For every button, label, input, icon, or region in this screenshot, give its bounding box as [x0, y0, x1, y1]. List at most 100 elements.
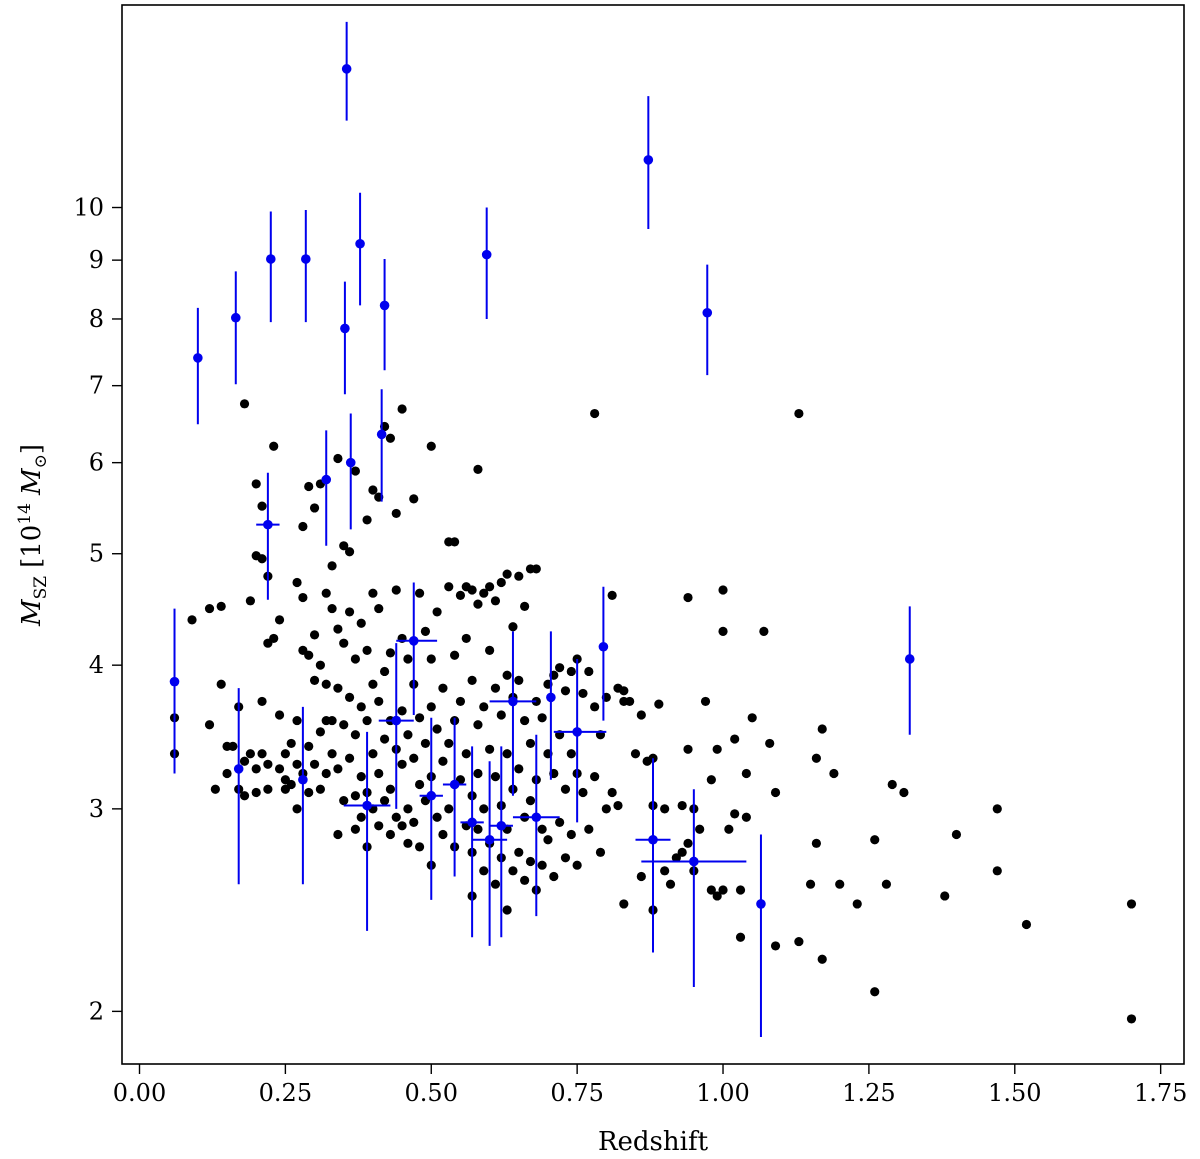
data-point-black — [706, 885, 716, 895]
data-point-black — [374, 696, 384, 707]
data-point-black — [881, 879, 892, 889]
data-point-black — [228, 741, 238, 751]
data-point-black — [730, 809, 740, 819]
data-point-black — [992, 866, 1002, 876]
data-point-black — [549, 871, 559, 882]
data-point-black — [630, 749, 641, 759]
data-point-black — [333, 683, 343, 693]
data-point-black — [333, 764, 343, 774]
data-point-blue — [193, 353, 203, 363]
data-point-black — [257, 554, 267, 564]
data-point-blue — [376, 429, 387, 440]
data-point-black — [245, 596, 255, 606]
data-point-blue-group — [756, 834, 766, 1037]
data-point-black — [455, 696, 466, 707]
data-point-black — [741, 768, 751, 779]
data-point-black — [216, 679, 226, 689]
data-point-black — [333, 829, 343, 840]
data-point-black — [520, 715, 530, 726]
data-point-black — [473, 824, 483, 834]
data-point-black — [525, 796, 536, 806]
data-point-black — [566, 666, 576, 677]
data-point-black — [817, 954, 827, 964]
data-point-black — [397, 404, 407, 414]
data-point-black — [403, 804, 413, 814]
data-point-black — [735, 932, 746, 942]
data-point-black — [339, 541, 349, 551]
data-point-black — [560, 686, 571, 696]
data-point-black — [613, 800, 623, 811]
data-point-black — [479, 702, 489, 712]
data-point-blue — [265, 254, 276, 264]
data-point-black — [531, 696, 541, 707]
data-point-black — [239, 756, 250, 766]
data-point-black — [671, 853, 681, 863]
data-point-black — [1126, 1014, 1137, 1024]
data-point-blue — [298, 774, 308, 785]
data-point-black — [835, 879, 845, 889]
data-point-blue-group — [553, 658, 607, 823]
data-point-black — [496, 577, 506, 588]
series-black-points — [169, 399, 1137, 1024]
data-point-blue — [263, 519, 273, 530]
data-point-black — [304, 650, 314, 660]
data-point-blue-group — [489, 631, 537, 796]
data-point-black — [770, 941, 781, 951]
data-point-black — [385, 829, 396, 840]
data-point-blue-group — [635, 758, 671, 953]
data-point-black — [368, 749, 378, 759]
data-point-blue — [355, 238, 365, 249]
data-point-black — [1021, 919, 1032, 930]
data-point-black — [339, 720, 349, 730]
data-point-black — [660, 866, 670, 876]
data-point-black — [555, 663, 565, 673]
data-point-black — [531, 564, 541, 574]
data-point-black — [660, 804, 670, 814]
data-point-black — [263, 759, 273, 769]
data-point-black — [747, 713, 757, 723]
data-point-black — [730, 734, 740, 744]
data-point-black — [309, 630, 320, 640]
data-point-black — [940, 891, 950, 901]
data-point-black — [309, 675, 320, 685]
data-point-black — [543, 835, 553, 845]
x-tick-label: 1.75 — [1134, 1079, 1187, 1107]
data-point-black — [385, 433, 396, 443]
data-point-black — [829, 768, 839, 779]
data-point-black — [590, 702, 600, 712]
data-point-black — [490, 879, 501, 889]
data-point-black — [712, 744, 722, 754]
data-point-blue — [379, 300, 390, 311]
data-point-black — [525, 738, 536, 749]
data-point-black — [187, 615, 197, 625]
y-label-unit: [10 — [17, 525, 47, 568]
data-point-black — [461, 749, 471, 759]
data-point-blue — [362, 800, 372, 811]
data-point-black — [344, 607, 355, 617]
data-point-black — [426, 654, 436, 664]
y-label-sun: ⊙ — [31, 454, 51, 468]
data-point-black — [479, 866, 489, 876]
data-point-black — [379, 734, 390, 744]
data-point-black — [298, 592, 308, 603]
data-point-black — [292, 804, 302, 814]
data-point-blue — [391, 715, 402, 726]
data-point-black — [397, 706, 407, 716]
data-point-black — [356, 702, 366, 712]
data-point-black — [992, 804, 1002, 814]
data-point-black — [420, 626, 431, 636]
data-point-black — [269, 633, 279, 644]
y-label-exp: 14 — [15, 503, 35, 525]
data-point-black — [619, 899, 629, 909]
data-point-black — [432, 812, 442, 822]
data-point-black — [391, 508, 401, 519]
data-point-black — [274, 615, 285, 625]
data-point-black — [432, 724, 442, 734]
data-point-black — [327, 603, 337, 614]
data-point-black — [374, 821, 384, 831]
data-point-black — [374, 768, 384, 779]
data-point-blue — [340, 323, 350, 334]
data-point-blue-group — [378, 643, 414, 809]
data-point-black — [315, 727, 325, 737]
data-point-black — [502, 569, 512, 579]
